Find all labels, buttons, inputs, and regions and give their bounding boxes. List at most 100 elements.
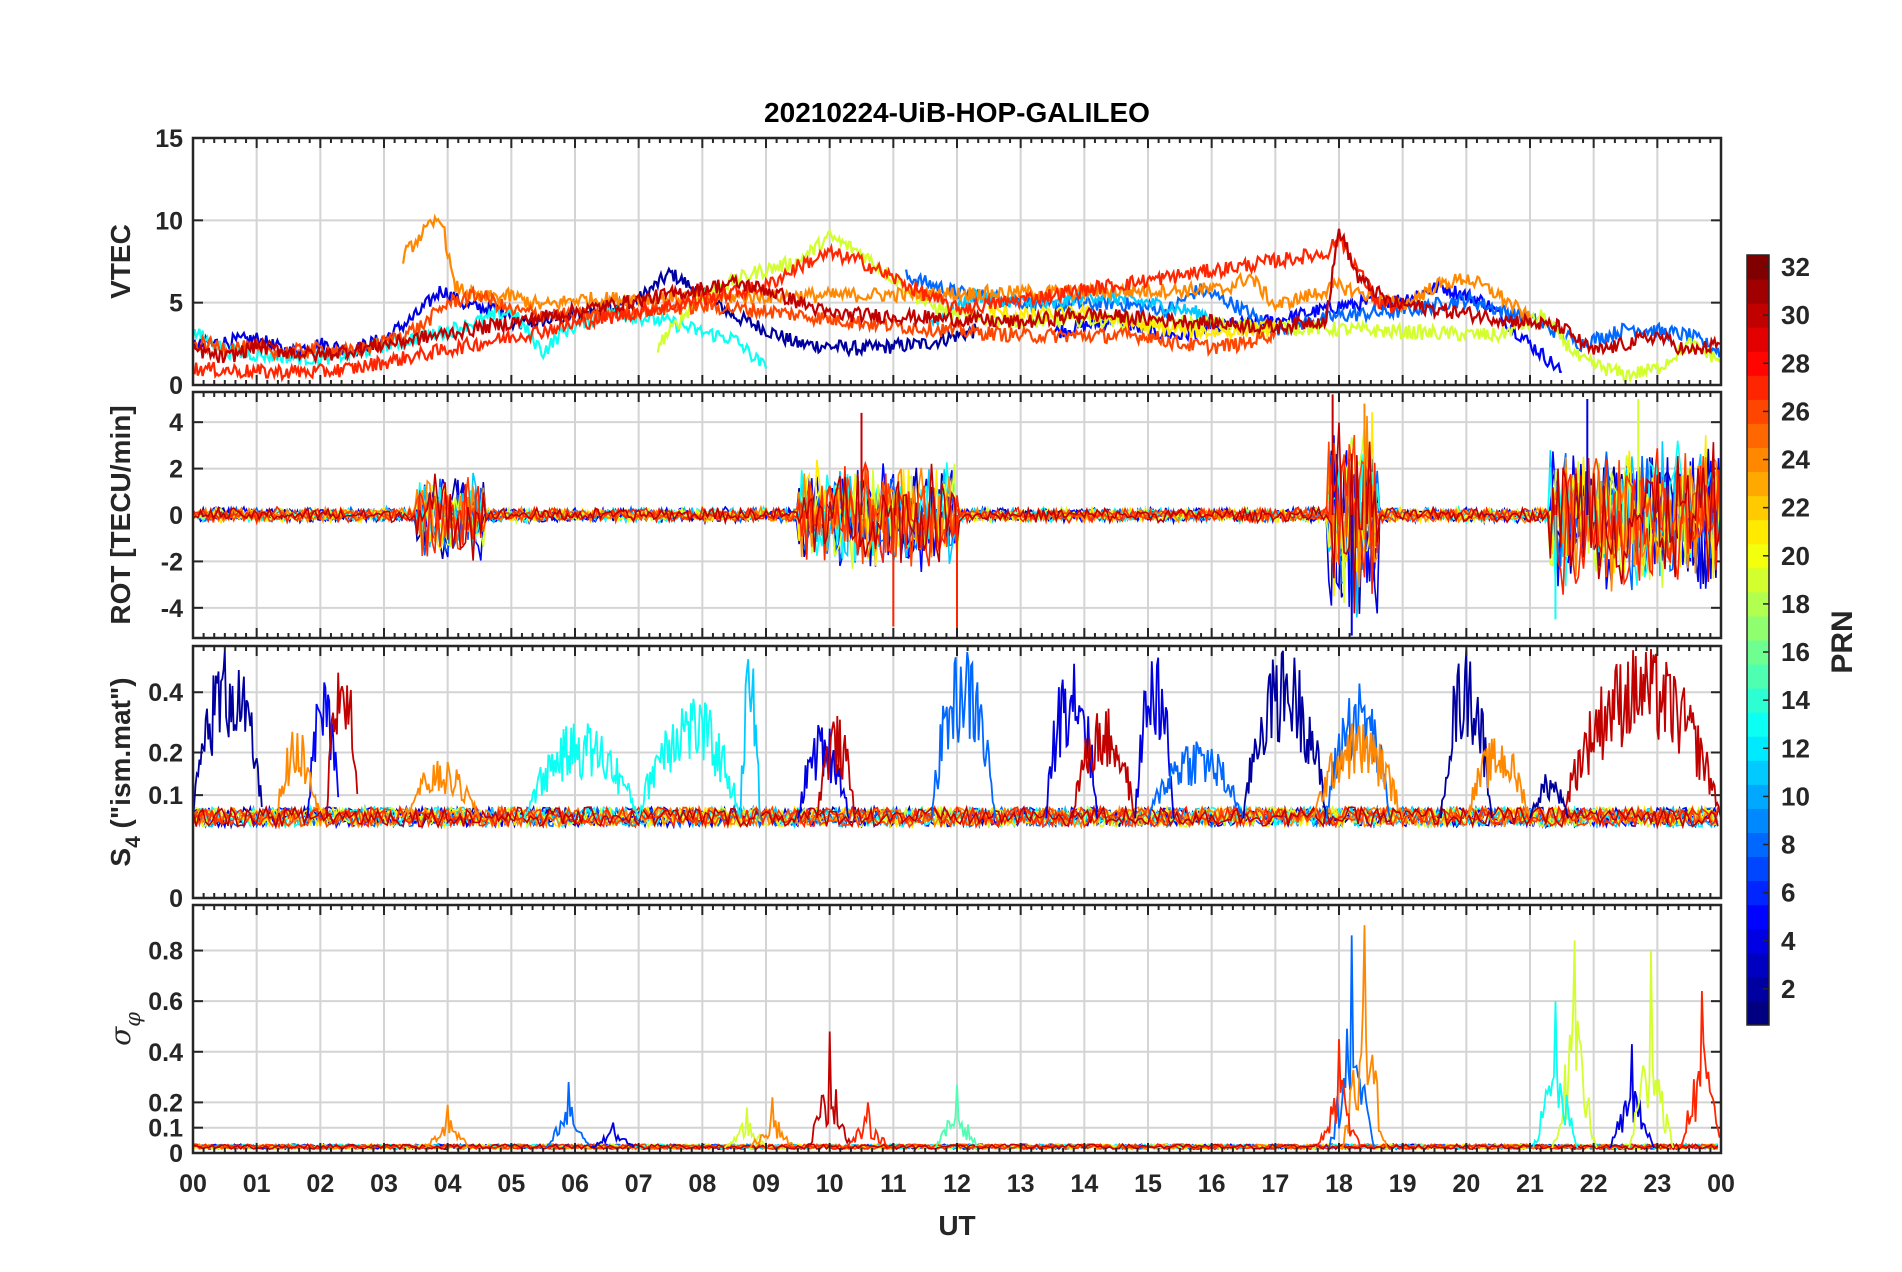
y-tick-label: 0.1 (148, 782, 183, 810)
s4-burst-prn-11 (739, 659, 761, 819)
y-axis-label-rot: ROT [TECU/min] (105, 405, 136, 624)
y-tick-label: 0.4 (148, 1039, 183, 1067)
vtec-line-prn-24 (402, 213, 1532, 323)
sigma-spike-prn-4 (590, 1122, 635, 1149)
x-tick-label: 21 (1516, 1170, 1544, 1198)
colorbar-segment (1747, 495, 1769, 521)
colorbar-segment (1747, 327, 1769, 352)
colorbar-segment (1747, 808, 1769, 833)
colorbar-tick-label: 6 (1781, 878, 1795, 908)
x-tick-label: 19 (1389, 1170, 1417, 1198)
colorbar-segment (1747, 784, 1769, 809)
x-tick-label: 23 (1643, 1170, 1671, 1198)
x-tick-label: 05 (497, 1170, 525, 1198)
chart-title: 20210224-UiB-HOP-GALILEO (764, 97, 1150, 128)
colorbar-tick-label: 14 (1781, 685, 1810, 715)
y-axis-label-s4: S4 ("ism.mat") (105, 677, 145, 866)
y-tick-label: 0 (169, 372, 183, 400)
y-tick-label: 0.1 (148, 1115, 183, 1143)
sigma-spike-prn-27 (845, 1102, 890, 1149)
x-tick-label: 10 (816, 1170, 844, 1198)
colorbar-tick-label: 2 (1781, 974, 1795, 1004)
s4-burst-prn-30 (325, 672, 359, 819)
sigma-spike-prn-4 (1608, 1044, 1655, 1149)
y-tick-label: 0 (169, 1140, 183, 1168)
s4-burst-prn-4 (1045, 663, 1098, 819)
y-tick-label: 0.2 (148, 1089, 183, 1117)
vtec-line-prn-13 (193, 304, 768, 369)
x-axis-label: UT (938, 1210, 975, 1241)
sigma-spike-prn-30 (806, 1031, 852, 1149)
x-tick-label: 12 (943, 1170, 971, 1198)
s4-burst-prn-8 (930, 651, 997, 819)
sigma-spike-prn-24 (749, 1097, 794, 1149)
colorbar-tick-label: 22 (1781, 493, 1810, 523)
s4-burst-prn-13 (523, 723, 640, 819)
colorbar-segment (1747, 856, 1769, 882)
colorbar-tick-label: 16 (1781, 637, 1810, 667)
y-tick-label: -2 (161, 548, 183, 576)
x-tick-label: 20 (1452, 1170, 1480, 1198)
s4-burst-prn-8 (1147, 741, 1245, 819)
x-tick-label: 06 (561, 1170, 589, 1198)
x-tick-label: 08 (688, 1170, 716, 1198)
x-tick-label: 22 (1580, 1170, 1608, 1198)
colorbar-segment (1747, 543, 1769, 569)
x-tick-label: 03 (370, 1170, 398, 1198)
s4-burst-prn-2 (1242, 650, 1328, 819)
sigma-spike-prn-8 (545, 1082, 591, 1149)
colorbar-segment (1747, 880, 1769, 906)
y-tick-label: 0.6 (148, 988, 183, 1016)
colorbar-tick-label: 26 (1781, 396, 1810, 426)
x-tick-label: 00 (179, 1170, 207, 1198)
s4-burst-prn-30 (816, 715, 856, 819)
x-tick-label: 00 (1707, 1170, 1735, 1198)
panel-sigma_phi: 00.10.2 0.4 0.6 0.8 σφ (104, 903, 1723, 1168)
s4-burst-prn-30 (1560, 648, 1721, 819)
colorbar-segment (1747, 423, 1769, 448)
colorbar-segment (1747, 447, 1769, 473)
y-tick-label: 0.4 (148, 679, 183, 707)
y-tick-label: 15 (155, 125, 183, 153)
colorbar-tick-label: 10 (1781, 781, 1810, 811)
x-tick-label: 01 (243, 1170, 271, 1198)
sigma-spike-prn-27 (1315, 1039, 1363, 1149)
colorbar-tick-label: 28 (1781, 348, 1810, 378)
y-tick-label: 0 (169, 885, 183, 913)
colorbar-segment (1747, 471, 1769, 497)
panel-vtec: 0 5 10 15 VTEC (105, 125, 1723, 400)
sigma-spike-prn-19 (1551, 940, 1598, 1149)
y-tick-label: -4 (161, 595, 183, 623)
colorbar-segment (1747, 760, 1769, 785)
panel-s4: 0 0.1 0.2 0.4S4 ("ism.mat") (105, 644, 1723, 913)
colorbar-segment (1747, 952, 1769, 978)
y-tick-label: 4 (169, 409, 183, 437)
colorbar-tick-label: 32 (1781, 252, 1810, 282)
colorbar-tick-label: 4 (1781, 926, 1796, 956)
colorbar-segment (1747, 255, 1769, 280)
y-tick-label: 10 (155, 207, 183, 235)
colorbar-segment (1747, 303, 1769, 328)
colorbar-tick-label: 20 (1781, 541, 1810, 571)
panel-rot: -4 -2 0 2 4 ROT [TECU/min] (105, 390, 1723, 640)
s4-burst-prn-5 (306, 682, 340, 819)
s4-burst-prn-4 (1134, 657, 1175, 819)
colorbar-segment (1747, 591, 1769, 617)
vtec-line-prn-5 (1051, 276, 1562, 374)
s4-burst-prn-30 (1070, 708, 1137, 819)
panel-vtec-data (193, 213, 1721, 385)
colorbar-segment (1747, 399, 1769, 424)
colorbar-segment (1747, 736, 1769, 761)
colorbar-segment (1747, 688, 1769, 713)
colorbar-tick-label: 8 (1781, 830, 1795, 860)
colorbar-label: PRN (1826, 610, 1859, 673)
s4-burst-prn-24 (1312, 723, 1404, 819)
colorbar-frame (1746, 254, 1770, 1026)
x-tick-label: 09 (752, 1170, 780, 1198)
colorbar-segment (1747, 976, 1769, 1002)
x-tick-label: 17 (1261, 1170, 1289, 1198)
s4-burst-prn-2 (193, 650, 263, 819)
x-tick-label: 14 (1070, 1170, 1098, 1198)
vtec-line-prn-27 (193, 229, 1404, 383)
